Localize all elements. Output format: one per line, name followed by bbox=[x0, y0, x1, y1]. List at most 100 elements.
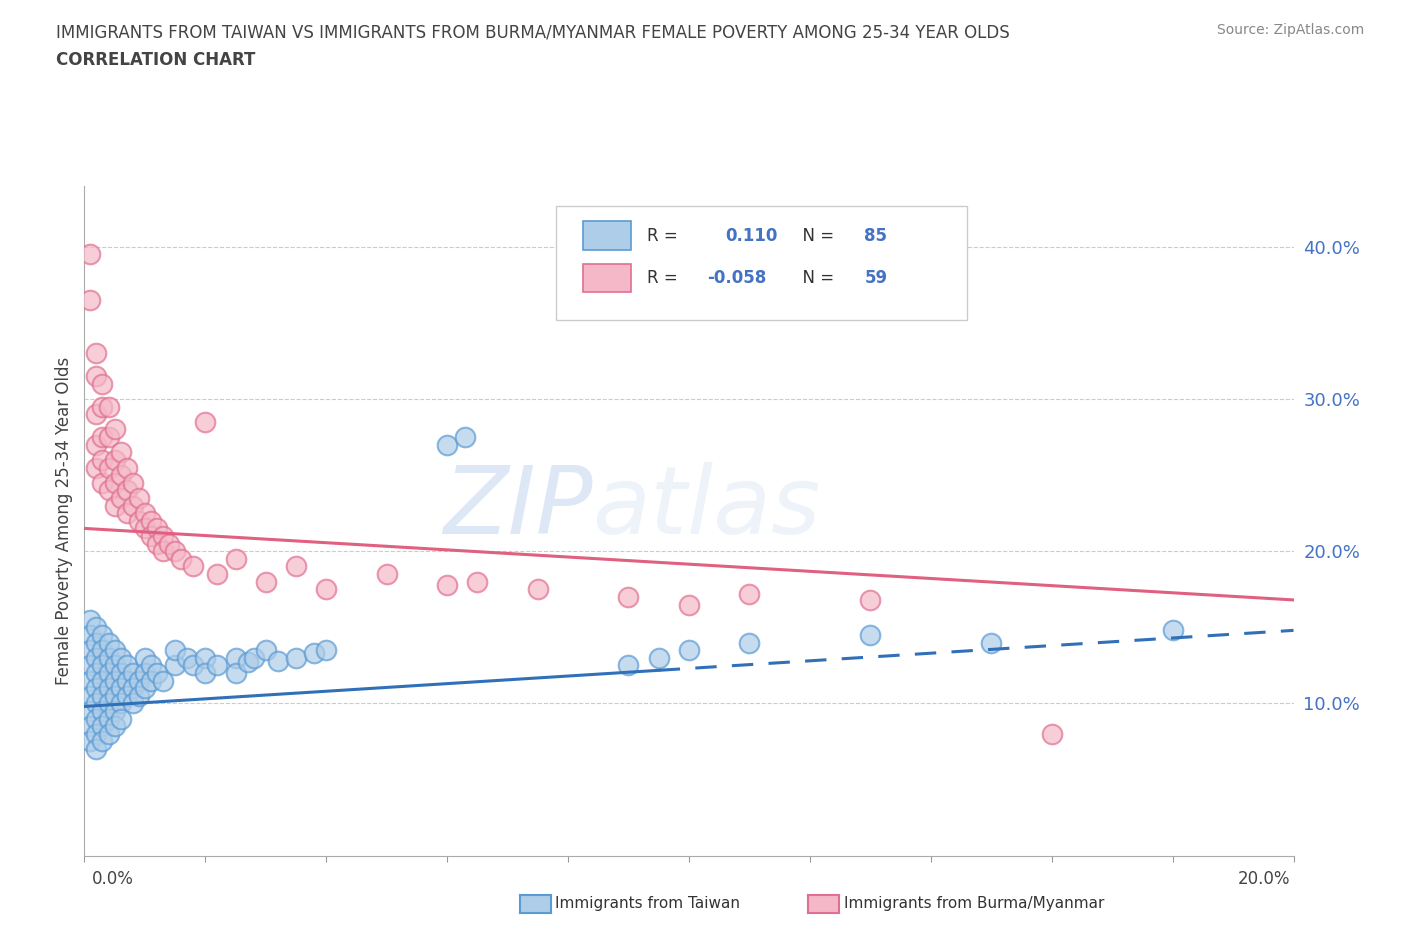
Point bbox=[859, 628, 882, 643]
Point bbox=[104, 498, 127, 513]
Point bbox=[91, 475, 114, 490]
Point bbox=[302, 645, 325, 660]
Point bbox=[79, 612, 101, 627]
Point bbox=[134, 650, 156, 665]
Point bbox=[121, 696, 143, 711]
Point bbox=[139, 673, 162, 688]
Point bbox=[91, 688, 114, 703]
Point bbox=[97, 430, 120, 445]
Point bbox=[163, 643, 186, 658]
Text: N =: N = bbox=[792, 269, 839, 286]
Point bbox=[91, 734, 114, 749]
Point bbox=[86, 711, 108, 726]
Point bbox=[110, 445, 132, 459]
Point bbox=[86, 681, 108, 696]
Point bbox=[97, 696, 120, 711]
Point bbox=[86, 666, 108, 681]
Point bbox=[86, 406, 108, 421]
Point bbox=[1040, 726, 1063, 741]
Point bbox=[91, 719, 114, 734]
Point bbox=[97, 681, 120, 696]
Point bbox=[97, 399, 120, 414]
Point bbox=[146, 537, 169, 551]
Point bbox=[315, 582, 337, 597]
Point bbox=[104, 658, 127, 672]
Point bbox=[859, 592, 882, 607]
Point bbox=[134, 506, 156, 521]
Point bbox=[152, 528, 174, 543]
Point bbox=[152, 544, 174, 559]
Point bbox=[79, 643, 101, 658]
Text: Source: ZipAtlas.com: Source: ZipAtlas.com bbox=[1216, 23, 1364, 37]
Point bbox=[86, 460, 108, 475]
Text: 59: 59 bbox=[865, 269, 887, 286]
Point bbox=[152, 673, 174, 688]
Point bbox=[128, 513, 150, 528]
Point bbox=[97, 711, 120, 726]
Point bbox=[97, 650, 120, 665]
Point bbox=[157, 537, 180, 551]
Point bbox=[91, 399, 114, 414]
Point bbox=[110, 666, 132, 681]
Text: atlas: atlas bbox=[592, 462, 821, 553]
Point bbox=[163, 544, 186, 559]
Text: 0.0%: 0.0% bbox=[91, 870, 134, 887]
Point bbox=[79, 719, 101, 734]
Text: IMMIGRANTS FROM TAIWAN VS IMMIGRANTS FROM BURMA/MYANMAR FEMALE POVERTY AMONG 25-: IMMIGRANTS FROM TAIWAN VS IMMIGRANTS FRO… bbox=[56, 23, 1010, 41]
Point bbox=[86, 741, 108, 756]
Point bbox=[236, 655, 259, 670]
Point bbox=[207, 658, 229, 672]
Point bbox=[104, 673, 127, 688]
Point bbox=[79, 704, 101, 719]
Text: Immigrants from Burma/Myanmar: Immigrants from Burma/Myanmar bbox=[844, 897, 1104, 911]
Point bbox=[86, 437, 108, 452]
Point bbox=[91, 628, 114, 643]
Point bbox=[86, 696, 108, 711]
Point bbox=[86, 620, 108, 635]
Point bbox=[97, 460, 120, 475]
Point bbox=[467, 574, 489, 589]
Text: 20.0%: 20.0% bbox=[1239, 870, 1291, 887]
Point bbox=[115, 688, 138, 703]
Point bbox=[134, 666, 156, 681]
Point bbox=[436, 578, 458, 592]
Point bbox=[526, 582, 548, 597]
Bar bbox=[582, 221, 631, 249]
Point bbox=[163, 658, 186, 672]
Point bbox=[121, 666, 143, 681]
Point bbox=[207, 566, 229, 581]
Point bbox=[176, 650, 198, 665]
Point bbox=[121, 498, 143, 513]
Point bbox=[91, 377, 114, 392]
Point bbox=[647, 650, 671, 665]
Point bbox=[91, 643, 114, 658]
Point bbox=[104, 453, 127, 468]
Point bbox=[436, 437, 458, 452]
Point bbox=[254, 643, 277, 658]
Point bbox=[104, 704, 127, 719]
Point bbox=[678, 597, 700, 612]
Point bbox=[315, 643, 337, 658]
Point bbox=[738, 635, 761, 650]
Point bbox=[104, 422, 127, 437]
Point bbox=[225, 666, 247, 681]
Bar bbox=[582, 264, 631, 292]
Point bbox=[128, 673, 150, 688]
Point bbox=[104, 688, 127, 703]
Point bbox=[86, 635, 108, 650]
Point bbox=[181, 658, 204, 672]
Point bbox=[121, 475, 143, 490]
Point bbox=[115, 460, 138, 475]
Point bbox=[267, 654, 290, 669]
Point bbox=[617, 658, 640, 672]
Point bbox=[284, 650, 308, 665]
Point bbox=[678, 643, 700, 658]
Point bbox=[79, 628, 101, 643]
Point bbox=[128, 688, 150, 703]
Point bbox=[375, 566, 398, 581]
Point bbox=[115, 506, 138, 521]
Point bbox=[79, 673, 101, 688]
Point bbox=[97, 666, 120, 681]
Point bbox=[194, 666, 217, 681]
Point bbox=[134, 681, 156, 696]
